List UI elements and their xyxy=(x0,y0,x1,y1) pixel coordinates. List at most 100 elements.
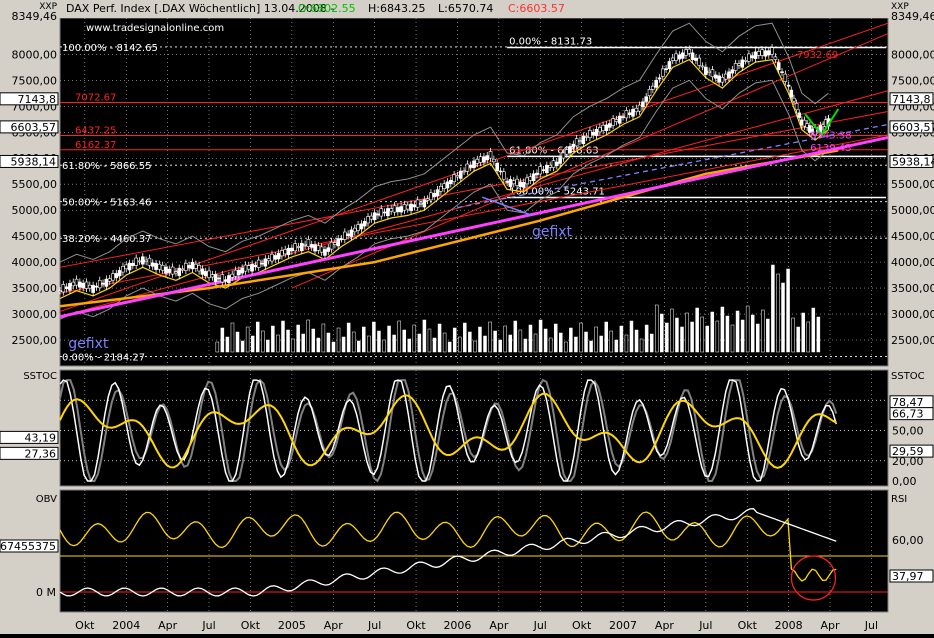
candle-body xyxy=(472,160,476,168)
volume-bar xyxy=(619,325,624,353)
volume-bar xyxy=(266,339,270,353)
candle-body xyxy=(654,79,658,88)
x-tick-label: Okt xyxy=(75,619,95,632)
candle-body xyxy=(180,268,185,271)
volume-bar xyxy=(473,340,477,353)
value-box-right xyxy=(889,444,934,458)
y-tick-label-right: 5000,00 xyxy=(891,204,934,217)
candle-body xyxy=(554,161,559,167)
volume-bar xyxy=(255,321,260,353)
volume-bar xyxy=(336,327,341,353)
candle-body xyxy=(720,76,725,83)
candle-body xyxy=(594,129,599,137)
sstoc-tick: 50,00 xyxy=(892,425,924,438)
highlight-circle xyxy=(790,555,837,601)
candle-body xyxy=(627,112,632,115)
candle-body xyxy=(124,264,129,270)
volume-bar xyxy=(710,311,715,353)
volume-bar xyxy=(700,316,704,353)
volume-bar xyxy=(281,320,285,353)
candle-body xyxy=(260,262,264,265)
candle-body xyxy=(521,181,526,188)
rsi-label: RSI xyxy=(891,494,907,505)
candle-body xyxy=(293,243,297,252)
candle-body xyxy=(449,180,453,184)
candle-body xyxy=(783,73,788,82)
volume-bar xyxy=(346,322,351,353)
obv-value-label: 67455375 xyxy=(0,540,56,553)
volume-bar xyxy=(705,325,709,353)
candle-body xyxy=(160,265,165,271)
red-level-label: 6437.25 xyxy=(75,126,116,137)
candle-body xyxy=(237,269,241,276)
x-tick-label: Apr xyxy=(158,619,178,632)
candle-body xyxy=(561,152,566,159)
candle-body xyxy=(386,208,390,217)
candle-body xyxy=(276,252,281,260)
y-tick-label: 4000,00 xyxy=(12,256,58,269)
candle-body xyxy=(740,59,745,68)
volume-bar xyxy=(321,323,326,353)
volume-bar xyxy=(235,331,240,353)
candle-body xyxy=(240,267,244,274)
candle-body xyxy=(141,256,145,265)
volume-bar xyxy=(548,337,553,353)
y-tick-label-right: 2500,00 xyxy=(891,334,934,347)
candle-body xyxy=(442,183,446,189)
candle-body xyxy=(243,264,248,272)
sstoc-yellow xyxy=(59,392,837,469)
candle-body xyxy=(792,97,796,102)
x-tick-label: Jul xyxy=(201,619,215,632)
x-tick-label: 2007 xyxy=(609,619,637,632)
candle-body xyxy=(101,282,105,285)
volume-bar xyxy=(447,341,452,353)
volume-bar xyxy=(730,324,735,353)
volume-bar xyxy=(437,323,442,353)
candle-body xyxy=(107,278,112,282)
candle-body xyxy=(760,49,764,56)
candle-body xyxy=(303,244,307,246)
candle-body xyxy=(797,112,802,118)
candle-body xyxy=(786,84,791,87)
volume-bar xyxy=(356,340,361,353)
value-box xyxy=(0,154,59,168)
candle-body xyxy=(591,131,596,136)
x-tick-label: 2004 xyxy=(112,619,140,632)
candle-body xyxy=(227,275,231,283)
volume-bar xyxy=(690,321,694,353)
volume-bar xyxy=(372,321,376,353)
candle-body xyxy=(647,89,652,96)
volume-bar xyxy=(407,338,412,353)
volume-bar xyxy=(452,327,457,353)
candle-body xyxy=(495,162,499,171)
candle-body xyxy=(611,118,615,126)
value-box xyxy=(0,430,59,444)
fib-label: 100.00% - 8142.65 xyxy=(62,43,158,54)
candle-body xyxy=(511,180,516,185)
candle-body xyxy=(445,181,450,189)
volume-bar xyxy=(750,314,755,353)
candle-body xyxy=(84,281,89,289)
candle-body xyxy=(200,268,205,275)
volume-bar xyxy=(771,264,775,353)
volume-bar xyxy=(533,333,538,353)
volume-bar xyxy=(553,323,558,353)
candle-body xyxy=(727,71,731,79)
volume-bar xyxy=(422,319,427,353)
volume-bar xyxy=(245,326,250,353)
candle-body xyxy=(184,262,188,271)
volume-bar xyxy=(463,322,467,353)
volume-bar xyxy=(528,324,533,353)
value-label: 7143,8 xyxy=(18,93,57,106)
volume-bar xyxy=(599,335,603,353)
candle-body xyxy=(743,60,748,62)
volume-bar xyxy=(629,320,634,353)
volume-bar xyxy=(488,321,492,353)
candle-body xyxy=(700,65,705,68)
candle-body xyxy=(246,265,251,270)
candle-body xyxy=(402,204,407,211)
candle-body xyxy=(187,265,191,269)
candle-body xyxy=(515,178,519,186)
candle-body xyxy=(704,66,708,75)
